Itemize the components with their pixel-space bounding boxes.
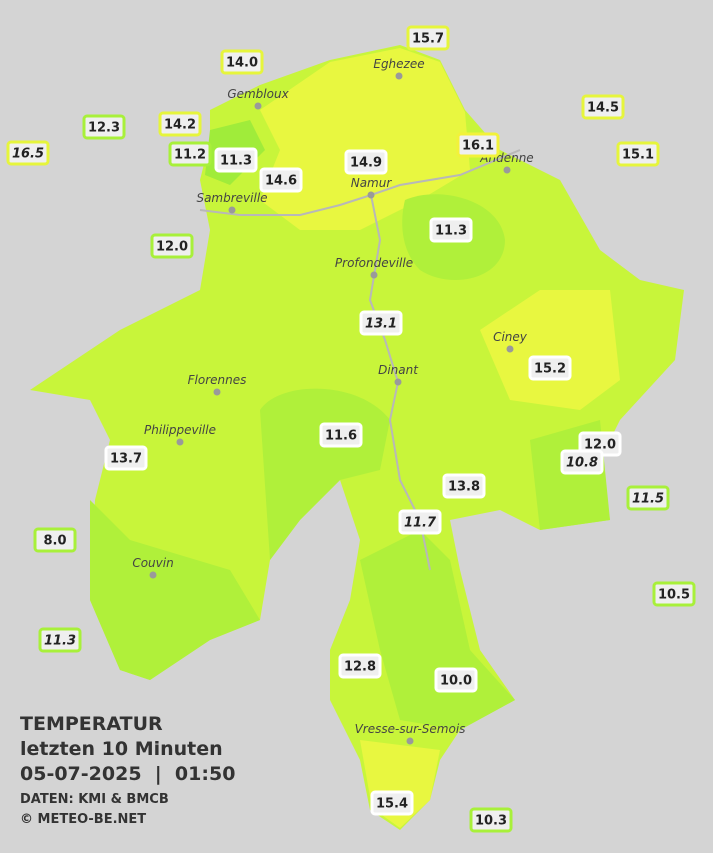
town-dot [228,206,236,214]
legend-datetime: 05-07-2025 | 01:50 [20,763,235,785]
station-value: 10.0 [440,674,472,689]
station-value: 13.8 [448,480,480,495]
town-label: Vresse-sur-Semois [355,722,466,736]
station-box [434,667,478,693]
station-box [220,49,264,75]
station-box [259,167,303,193]
station-value: 14.6 [265,174,297,189]
town-dot [370,271,378,279]
station-box [319,422,363,448]
station-value: 13.1 [365,317,397,332]
station-box [581,94,625,120]
station-value: 14.2 [164,118,196,133]
station-value: 15.4 [376,797,408,812]
station-value: 12.8 [344,660,376,675]
town-dot [254,102,262,110]
station-box [528,355,572,381]
station-value: 10.5 [658,588,690,603]
station-box [652,581,696,607]
station-value: 13.7 [110,452,142,467]
station-value: 15.1 [622,148,654,163]
station-value: 12.0 [584,438,616,453]
station-box [398,509,442,535]
station-box [150,233,194,259]
warm-zone [260,48,470,230]
town-label: Ciney [493,330,528,344]
station-box [344,149,388,175]
station-value: 11.6 [325,429,357,444]
station-value: 10.8 [566,456,598,471]
legend-period: letzten 10 Minuten [20,738,223,760]
town-label: Profondeville [335,256,413,270]
town-dot [367,191,375,199]
station-value: 14.0 [226,56,258,71]
town-label: Sambreville [196,191,267,205]
station-box [82,114,126,140]
station-value: 11.7 [404,516,437,531]
station-box [33,527,77,553]
legend-copyright: © METEO-BE.NET [20,812,146,827]
station-box [469,807,513,833]
station-value: 11.3 [220,154,252,169]
station-box [214,147,258,173]
station-box [616,141,660,167]
town-label: Gembloux [227,87,289,101]
town-dot [394,378,402,386]
town-dot [213,388,221,396]
station-value: 14.5 [587,101,619,116]
town-dot [176,438,184,446]
station-value: 11.2 [174,148,206,163]
town-label: Dinant [378,363,419,377]
station-box [6,140,50,166]
legend-title: TEMPERATUR [20,713,163,735]
station-value: 14.9 [350,156,382,171]
station-value: 16.5 [12,147,44,162]
station-value: 10.3 [475,814,507,829]
station-value: 16.1 [462,139,494,154]
town-dot [395,72,403,80]
station-box [442,473,486,499]
station-box [338,653,382,679]
station-value: 11.5 [632,492,664,507]
station-box [560,449,604,475]
town-label: Couvin [132,556,173,570]
station-value: 8.0 [43,534,66,549]
station-value: 11.3 [44,634,76,649]
station-box [104,445,148,471]
town-dot [406,737,414,745]
warm-zone [480,290,620,410]
town-dot [149,571,157,579]
station-value: 15.2 [534,362,566,377]
town-dot [503,166,511,174]
station-value: 12.3 [88,121,120,136]
station-box [359,310,403,336]
station-box [429,217,473,243]
cool-zone [90,500,260,680]
station-box [456,132,500,158]
station-box [158,111,202,137]
town-label: Eghezee [373,57,424,71]
station-value: 15.7 [412,32,444,47]
station-box [168,141,212,167]
town-label: Namur [351,176,393,190]
station-value: 12.0 [156,240,188,255]
town-label: Philippeville [144,423,216,437]
station-box [406,25,450,51]
legend-source: DATEN: KMI & BMCB [20,792,169,807]
town-label: Florennes [188,373,247,387]
station-value: 11.3 [435,224,467,239]
town-dot [506,345,514,353]
station-box [370,790,414,816]
station-box [38,627,82,653]
station-box [626,485,670,511]
